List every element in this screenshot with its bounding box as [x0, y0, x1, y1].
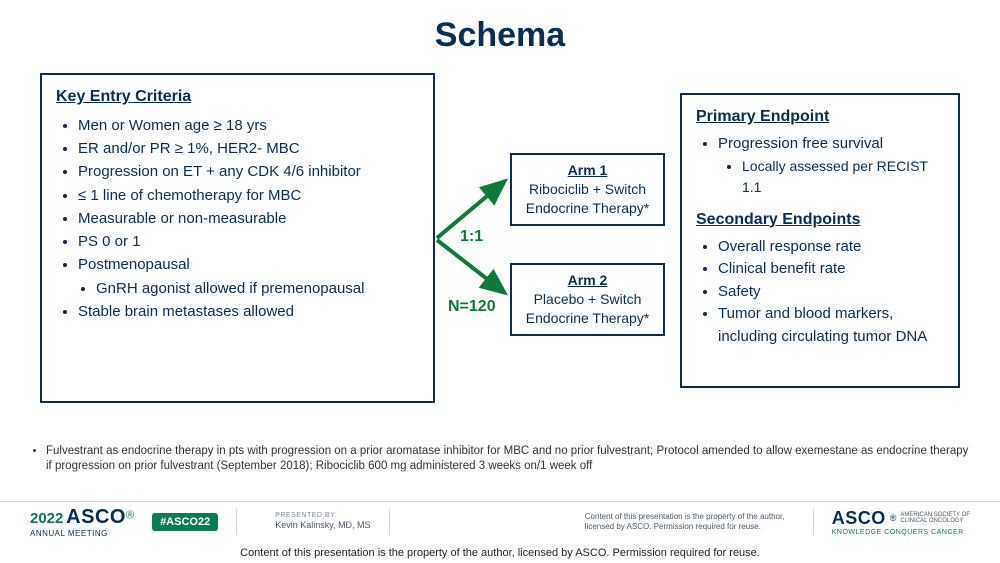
criteria-item: PS 0 or 1	[78, 230, 419, 253]
primary-endpoint-sublist: Locally assessed per RECIST 1.1	[696, 156, 944, 198]
arm1-line: Ribociclib + Switch	[520, 180, 655, 199]
criteria-item: ER and/or PR ≥ 1%, HER2- MBC	[78, 137, 419, 160]
footer-year: 2022	[30, 510, 63, 527]
secondary-endpoint-item: Overall response rate	[718, 236, 944, 259]
criteria-item: Men or Women age ≥ 18 yrs	[78, 114, 419, 137]
arm1-box: Arm 1 Ribociclib + Switch Endocrine Ther…	[510, 153, 665, 226]
randomization-ratio: 1:1	[460, 228, 483, 246]
footer-property-note: Content of this presentation is the prop…	[585, 512, 795, 531]
secondary-endpoint-item: Tumor and blood markers, including circu…	[718, 303, 944, 348]
primary-endpoint-subitem: Locally assessed per RECIST 1.1	[742, 156, 944, 198]
footnote-text: Fulvestrant as endocrine therapy in pts …	[46, 444, 973, 474]
asco-meeting-logo: 2022 ASCO® ANNUAL MEETING	[30, 506, 134, 538]
footer-brand: ASCO	[66, 506, 126, 528]
footer-brand-right: ASCO	[832, 508, 886, 529]
footer-divider	[813, 509, 814, 535]
footer-bar: 2022 ASCO® ANNUAL MEETING #ASCO22 PRESEN…	[0, 501, 1000, 541]
arm2-line: Placebo + Switch	[520, 290, 655, 309]
arm2-title: Arm 2	[520, 271, 655, 290]
criteria-item: Progression on ET + any CDK 4/6 inhibito…	[78, 160, 419, 183]
hashtag-badge: #ASCO22	[152, 513, 218, 531]
criteria-list-2: Stable brain metastases allowed	[56, 300, 419, 323]
criteria-list: Men or Women age ≥ 18 yrs ER and/or PR ≥…	[56, 114, 419, 277]
presenter-name: Kevin Kalinsky, MD, MS	[275, 520, 370, 532]
key-entry-criteria-box: Key Entry Criteria Men or Women age ≥ 18…	[40, 73, 435, 403]
bottom-caption: Content of this presentation is the prop…	[0, 547, 1000, 559]
presenter-block: PRESENTED BY: Kevin Kalinsky, MD, MS	[275, 511, 370, 532]
secondary-endpoints-list: Overall response rate Clinical benefit r…	[696, 236, 944, 349]
secondary-endpoint-item: Safety	[718, 281, 944, 304]
criteria-item: Stable brain metastases allowed	[78, 300, 419, 323]
criteria-heading: Key Entry Criteria	[56, 85, 419, 110]
footnote: Fulvestrant as endocrine therapy in pts …	[28, 444, 973, 474]
primary-endpoint-item: Progression free survival	[718, 133, 944, 156]
arm2-box: Arm 2 Placebo + Switch Endocrine Therapy…	[510, 263, 665, 336]
criteria-subitem: GnRH agonist allowed if premenopausal	[96, 277, 419, 300]
arm2-line: Endocrine Therapy*	[520, 309, 655, 328]
endpoints-box: Primary Endpoint Progression free surviv…	[680, 93, 960, 388]
footer-divider	[389, 509, 390, 535]
footer-meeting: ANNUAL MEETING	[30, 529, 134, 538]
secondary-endpoints-heading: Secondary Endpoints	[696, 208, 944, 232]
criteria-item: ≤ 1 line of chemotherapy for MBC	[78, 184, 419, 207]
slide-title: Schema	[0, 0, 1000, 55]
asco-society-logo: ASCO® AMERICAN SOCIETY OF CLINICAL ONCOL…	[832, 508, 970, 536]
footer-divider	[236, 509, 237, 535]
primary-endpoint-heading: Primary Endpoint	[696, 105, 944, 129]
criteria-sublist: GnRH agonist allowed if premenopausal	[56, 277, 419, 300]
criteria-item: Measurable or non-measurable	[78, 207, 419, 230]
randomization-n: N=120	[448, 298, 496, 316]
primary-endpoint-list: Progression free survival	[696, 133, 944, 156]
criteria-item: Postmenopausal	[78, 253, 419, 276]
arm1-line: Endocrine Therapy*	[520, 199, 655, 218]
society-line2: CLINICAL ONCOLOGY	[900, 518, 970, 524]
footer-tagline: KNOWLEDGE CONQUERS CANCER	[832, 529, 964, 536]
secondary-endpoint-item: Clinical benefit rate	[718, 258, 944, 281]
schema-diagram: Key Entry Criteria Men or Women age ≥ 18…	[0, 73, 1000, 453]
arm1-title: Arm 1	[520, 161, 655, 180]
presented-by-label: PRESENTED BY:	[275, 511, 370, 520]
